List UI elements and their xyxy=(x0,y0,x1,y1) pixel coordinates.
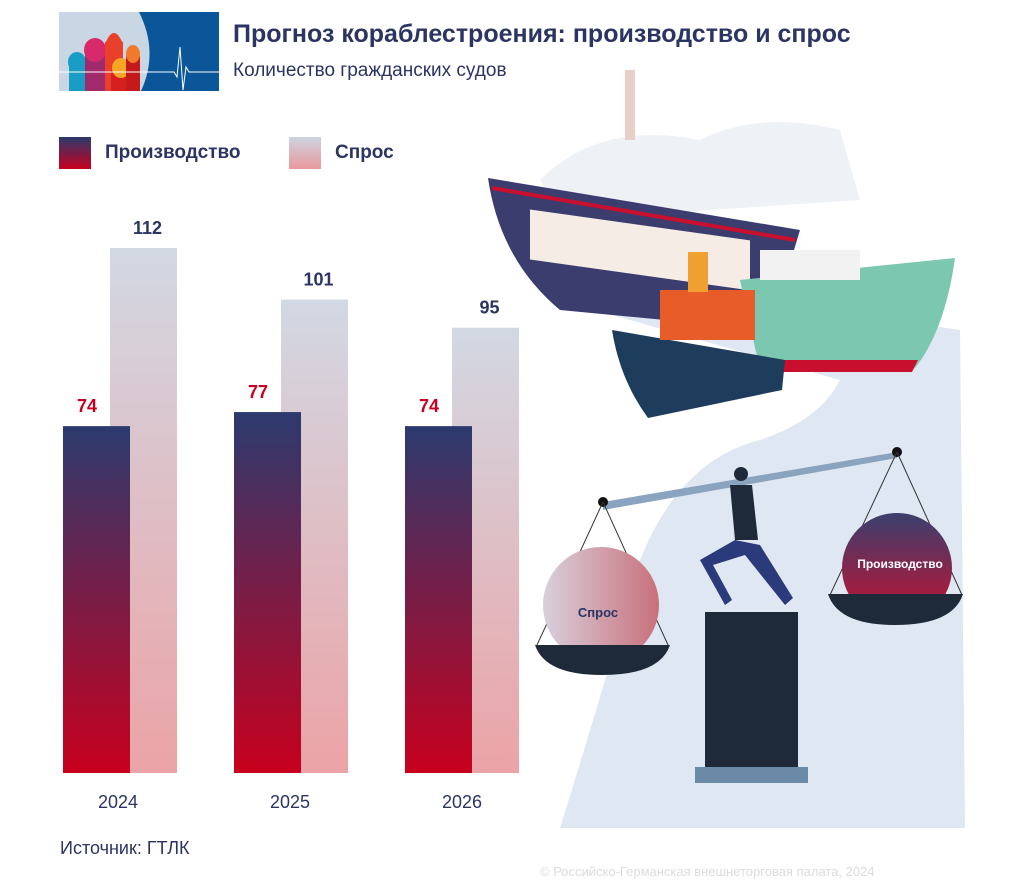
data-label-demand: 95 xyxy=(479,298,499,318)
icebreaker-illustration xyxy=(612,252,785,418)
legend-label: Спрос xyxy=(335,142,394,163)
chart-title: Прогноз кораблестроения: производство и … xyxy=(233,20,851,48)
legend-swatch-demand xyxy=(289,137,321,169)
legend-demand: Спрос xyxy=(289,137,394,169)
bar-production xyxy=(63,426,130,773)
x-tick-label: 2026 xyxy=(442,792,482,812)
man-figure xyxy=(700,467,793,605)
scales-illustration: Спрос Производство xyxy=(535,447,963,783)
copyright: © Российско-Германская внешнеторговая па… xyxy=(540,864,875,879)
data-label-production: 74 xyxy=(419,396,439,416)
x-tick-label: 2025 xyxy=(270,792,310,812)
legend-swatch-production xyxy=(59,137,91,169)
legend-production: Производство xyxy=(59,137,241,169)
data-label-demand: 101 xyxy=(303,270,333,290)
bar-production xyxy=(405,426,472,773)
bar-production xyxy=(234,412,301,773)
scale-label-demand: Спрос xyxy=(578,605,618,620)
logo xyxy=(59,12,219,91)
green-ship-illustration xyxy=(740,250,955,372)
x-tick-label: 2024 xyxy=(98,792,138,812)
data-label-production: 77 xyxy=(248,382,268,402)
legend-label: Производство xyxy=(105,142,241,163)
scale-label-production: Производство xyxy=(857,557,943,571)
chart-subtitle: Количество гражданских судов xyxy=(233,60,507,81)
source-note: Источник: ГТЛК xyxy=(60,838,190,858)
illustration: Спрос Производство xyxy=(488,70,965,828)
data-label-production: 74 xyxy=(77,396,97,416)
data-label-demand: 112 xyxy=(133,218,162,238)
